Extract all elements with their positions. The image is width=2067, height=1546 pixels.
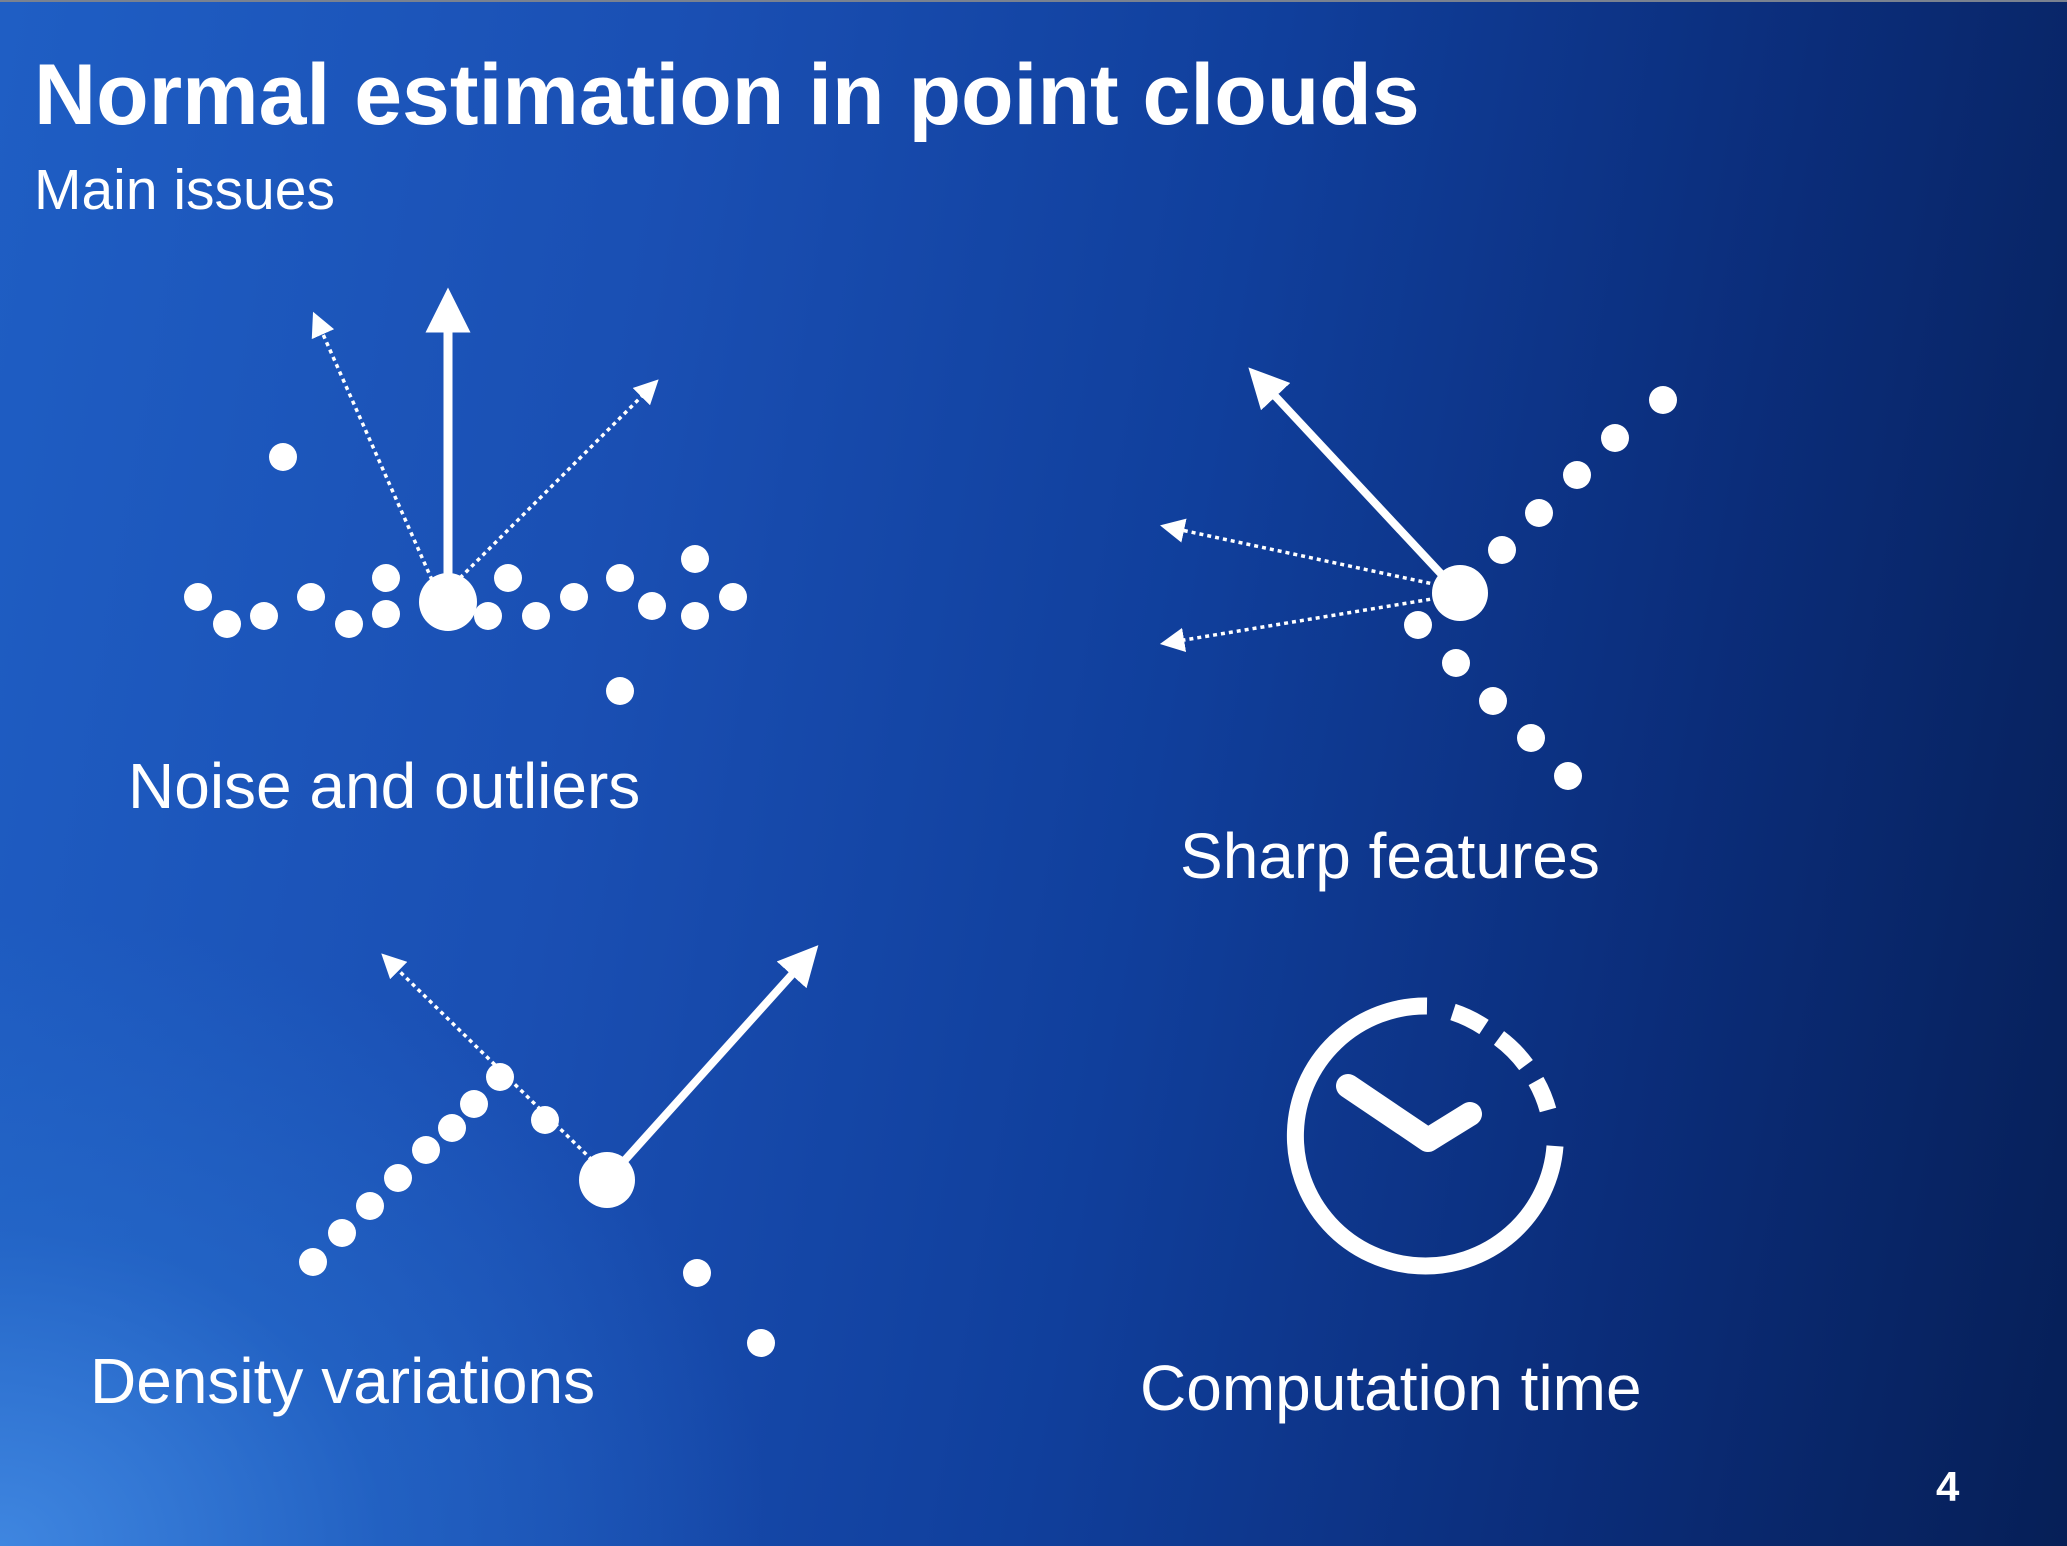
- top-border: [0, 0, 2067, 2]
- point: [1404, 611, 1432, 639]
- stopwatch-icon: [1286, 997, 1564, 1275]
- point: [184, 583, 212, 611]
- point: [438, 1114, 466, 1142]
- point: [1563, 461, 1591, 489]
- point: [250, 602, 278, 630]
- query-point: [419, 573, 477, 631]
- point: [606, 564, 634, 592]
- stopwatch-tick: [1493, 1031, 1533, 1071]
- estimated-normal-arrow: [604, 945, 819, 1183]
- estimated-normal-arrow: [1248, 367, 1461, 595]
- point: [328, 1219, 356, 1247]
- label-noise-and-outliers: Noise and outliers: [128, 750, 641, 822]
- label-sharp-features: Sharp features: [1180, 820, 1600, 892]
- point: [412, 1136, 440, 1164]
- label-density-variations: Density variations: [90, 1345, 596, 1417]
- noisy-normal-arrow-right: [458, 379, 659, 580]
- stopwatch-tick: [1450, 1003, 1489, 1035]
- point: [1442, 649, 1470, 677]
- stopwatch-tick: [1528, 1076, 1557, 1113]
- point: [372, 600, 400, 628]
- point: [297, 583, 325, 611]
- point: [486, 1063, 514, 1091]
- sharp-features-diagram: [1159, 367, 1677, 790]
- point: [494, 564, 522, 592]
- point: [638, 592, 666, 620]
- point: [213, 610, 241, 638]
- label-computation-time: Computation time: [1140, 1352, 1642, 1424]
- point: [1517, 724, 1545, 752]
- point: [460, 1090, 488, 1118]
- point: [474, 602, 502, 630]
- query-point: [579, 1152, 635, 1208]
- face-normal-arrow-upper: [1160, 518, 1439, 587]
- outlier-point: [606, 677, 634, 705]
- true-normal-arrow-dotted: [381, 953, 594, 1162]
- noisy-normal-arrow-left: [311, 311, 434, 581]
- point: [683, 1259, 711, 1287]
- point: [299, 1248, 327, 1276]
- point: [560, 583, 588, 611]
- slide-title: Normal estimation in point clouds: [34, 47, 1420, 143]
- stopwatch-hands: [1336, 1074, 1482, 1152]
- point: [335, 610, 363, 638]
- corner-query-point: [1432, 565, 1488, 621]
- face-normal-arrow-lower: [1159, 596, 1439, 653]
- point: [719, 583, 747, 611]
- point: [1479, 687, 1507, 715]
- point: [1488, 536, 1516, 564]
- point: [531, 1106, 559, 1134]
- density-variations-diagram: [299, 945, 819, 1357]
- point: [1554, 762, 1582, 790]
- point: [522, 602, 550, 630]
- page-number: 4: [1936, 1463, 1960, 1510]
- point: [384, 1164, 412, 1192]
- point: [356, 1192, 384, 1220]
- point: [372, 564, 400, 592]
- noise-outliers-diagram: [184, 287, 747, 705]
- slide-subtitle: Main issues: [34, 158, 335, 222]
- point: [681, 602, 709, 630]
- outlier-point: [269, 443, 297, 471]
- point: [681, 545, 709, 573]
- point: [1649, 386, 1677, 414]
- point: [747, 1329, 775, 1357]
- point: [1525, 499, 1553, 527]
- stopwatch-dial: [1286, 997, 1564, 1275]
- point: [1601, 424, 1629, 452]
